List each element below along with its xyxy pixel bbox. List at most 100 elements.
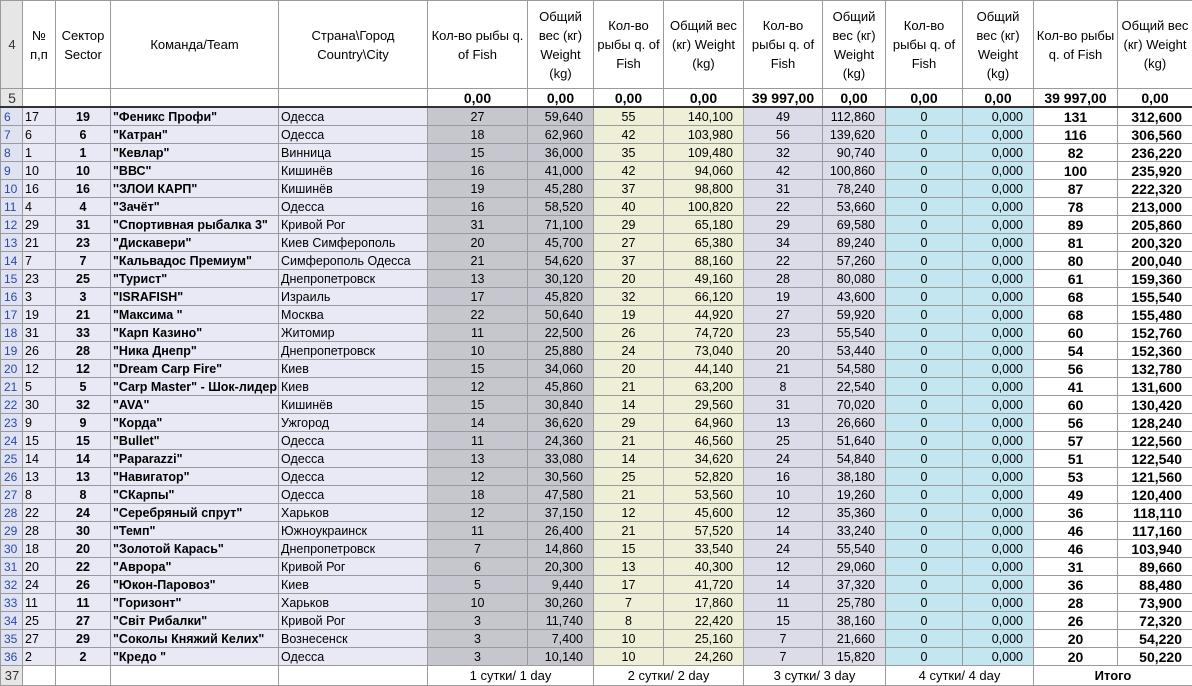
weight: 0,000: [962, 485, 1034, 504]
fish-count: 46: [1033, 521, 1118, 540]
fish-count: 34: [743, 233, 823, 252]
empty-cell: [22, 665, 56, 686]
total-cell: 0,00: [962, 88, 1034, 108]
fish-count: 7: [743, 647, 823, 666]
fish-count: 21: [427, 251, 528, 270]
fish-count: 0: [885, 179, 963, 198]
fish-count: 32: [743, 143, 823, 162]
fish-count: 0: [885, 161, 963, 180]
team: "ВВС": [110, 161, 279, 180]
team: "Зачёт": [110, 197, 279, 216]
sheet-row: 32 24 26 "Юкон-Паровоз" Киев 5 9,440 17 41,720 14…: [0, 575, 1192, 594]
fish-count: 61: [1033, 269, 1118, 288]
fish-count: 20: [1033, 647, 1118, 666]
team: "Спортивная рыбалка 3": [110, 215, 279, 234]
sheet-row: 17 19 21 "Максима " Москва 22 50,640 19 44,920 27…: [0, 305, 1192, 324]
weight: 54,220: [1117, 629, 1192, 648]
fish-count: 0: [885, 143, 963, 162]
fish-count: 37: [593, 251, 664, 270]
fish-count: 22: [427, 305, 528, 324]
city: Одесса: [278, 197, 428, 216]
weight: 78,240: [822, 179, 886, 198]
weight: 37,320: [822, 575, 886, 594]
weight: 33,080: [527, 449, 594, 468]
team: "Карп Казино": [110, 323, 279, 342]
fish-count: 21: [593, 431, 664, 450]
fish-count: 7: [593, 593, 664, 612]
row-number: 8: [0, 143, 23, 162]
fish-count: 0: [885, 395, 963, 414]
row-number: 31: [0, 557, 23, 576]
sheet-row: 29 28 30 "Темп" Южноукраинск 11 26,400 21 57,520…: [0, 521, 1192, 540]
team: "Paparazzi": [110, 449, 279, 468]
fish-count: 31: [743, 179, 823, 198]
fish-count: 0: [885, 485, 963, 504]
weight: 74,720: [663, 323, 744, 342]
city: Днепропетровск: [278, 341, 428, 360]
fish-count: 13: [427, 269, 528, 288]
city: Харьков: [278, 593, 428, 612]
city: Москва: [278, 305, 428, 324]
sheet-row: 14 7 7 "Кальвадос Премиум" Симферополь Одесс…: [0, 251, 1192, 270]
fish-count: 0: [885, 323, 963, 342]
row-number: 32: [0, 575, 23, 594]
number: 28: [22, 521, 56, 540]
number: 5: [22, 377, 56, 396]
weight: 35,360: [822, 503, 886, 522]
fish-count: 26: [593, 323, 664, 342]
sector: 22: [55, 557, 111, 576]
fish-count: 20: [1033, 629, 1118, 648]
fish-count: 20: [743, 341, 823, 360]
total-cell: 0,00: [427, 88, 528, 108]
row-number: 36: [0, 647, 23, 666]
number: 12: [22, 359, 56, 378]
fish-count: 0: [885, 233, 963, 252]
weight: 0,000: [962, 431, 1034, 450]
total-cell: 0,00: [527, 88, 594, 108]
number: 25: [22, 611, 56, 630]
city: Днепропетровск: [278, 269, 428, 288]
fish-count: 116: [1033, 125, 1118, 144]
total-cell: 39 997,00: [743, 88, 823, 108]
row-number: 18: [0, 323, 23, 342]
weight: 0,000: [962, 539, 1034, 558]
row-number: 29: [0, 521, 23, 540]
fish-count: 60: [1033, 323, 1118, 342]
weight: 0,000: [962, 359, 1034, 378]
total-cell: 0,00: [822, 88, 886, 108]
fish-count: 15: [427, 143, 528, 162]
fish-count: 42: [593, 161, 664, 180]
fish-count: 0: [885, 377, 963, 396]
sector: 10: [55, 161, 111, 180]
city: Южноукраинск: [278, 521, 428, 540]
fish-count: 25: [593, 467, 664, 486]
row-number: 12: [0, 215, 23, 234]
sheet-row: 22 30 32 "AVA" Кишинёв 15 30,840 14 29,560 31 70,0…: [0, 395, 1192, 414]
city: Харьков: [278, 503, 428, 522]
weight: 65,180: [663, 215, 744, 234]
weight: 112,860: [822, 106, 886, 126]
weight: 0,000: [962, 143, 1034, 162]
weight: 155,540: [1117, 287, 1192, 306]
row-number: 27: [0, 485, 23, 504]
fish-count: 20: [593, 269, 664, 288]
column-header: Общий вес (кг) Weight (kg): [1117, 0, 1192, 89]
fish-count: 14: [593, 395, 664, 414]
fish-count: 10: [743, 485, 823, 504]
fish-count: 3: [427, 647, 528, 666]
number: 29: [22, 215, 56, 234]
fish-count: 7: [427, 539, 528, 558]
team: "Соколы Княжий Келих": [110, 629, 279, 648]
weight: 0,000: [962, 197, 1034, 216]
fish-count: 53: [1033, 467, 1118, 486]
sector: 7: [55, 251, 111, 270]
fish-count: 15: [743, 611, 823, 630]
sector: 24: [55, 503, 111, 522]
weight: 0,000: [962, 269, 1034, 288]
fish-count: 25: [743, 431, 823, 450]
fish-count: 36: [1033, 503, 1118, 522]
sheet-row: 27 8 8 "СКарпы" Одесса 18 47,580 21 53,560 10 19,2…: [0, 485, 1192, 504]
weight: 46,560: [663, 431, 744, 450]
fish-count: 12: [427, 377, 528, 396]
total-cell: 0,00: [1117, 88, 1192, 108]
